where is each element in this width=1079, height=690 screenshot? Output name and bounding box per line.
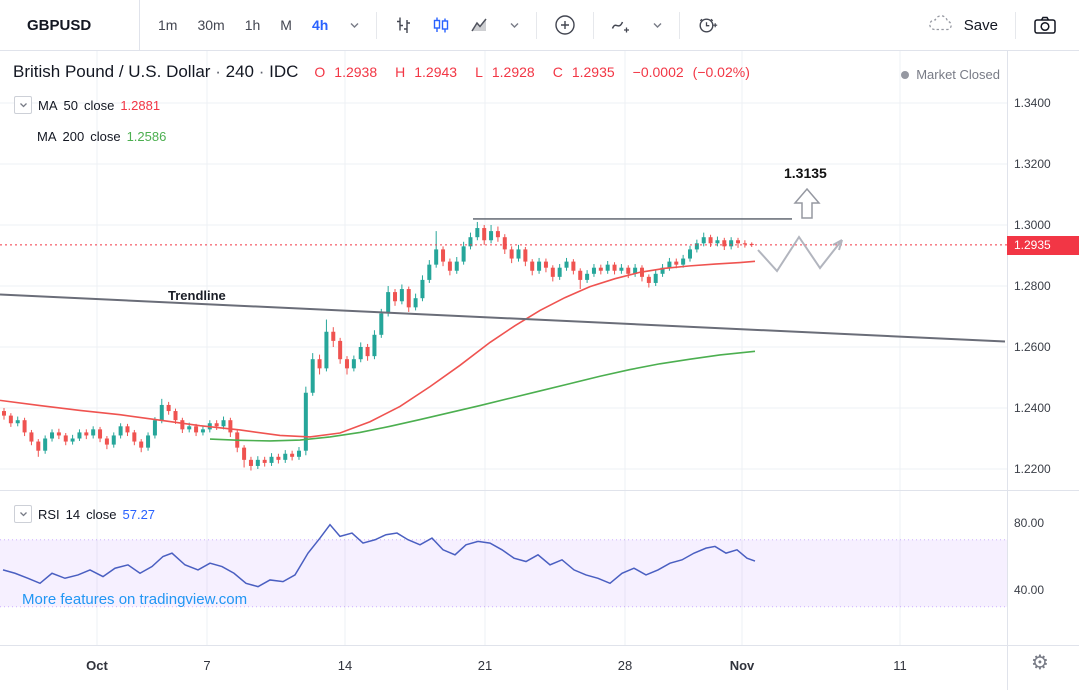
snapshot-camera-icon[interactable] (1023, 0, 1067, 50)
tradingview-watermark-link[interactable]: More features on tradingview.com (22, 591, 248, 608)
toolbar-separator (593, 11, 595, 39)
tab-timeframe-1h[interactable]: 1h (244, 17, 261, 33)
main-chart-canvas[interactable] (0, 51, 1007, 490)
price-axis-label: 1.3200 (1014, 157, 1051, 171)
change-percent: (−0.02%) (692, 64, 750, 80)
line-tool-chevron-icon[interactable] (643, 0, 672, 50)
symbol-button[interactable]: GBPUSD (0, 0, 140, 50)
ma200-value: 1.2586 (126, 129, 167, 144)
rsi-chart-canvas[interactable] (0, 490, 1007, 645)
bars-style-icon[interactable] (384, 0, 422, 50)
time-axis-label: Nov (729, 658, 755, 673)
price-axis-label: 1.2400 (1014, 401, 1051, 415)
price-target-annotation: 1.3135 (784, 165, 827, 181)
ohlc-values: O 1.2938 H 1.2943 L 1.2928 C 1.2935 −0.0002 … (314, 64, 750, 80)
indicator-row-rsi[interactable]: RSI 14 close 57.27 (14, 505, 161, 523)
tab-timeframe-1m[interactable]: 1m (158, 17, 178, 33)
save-button-label: Save (963, 16, 998, 34)
timeframe-group: 1m 30m 1h M 4h (148, 0, 369, 50)
tab-timeframe-M[interactable]: M (280, 17, 292, 33)
indicator-tools-group (601, 0, 672, 50)
change-value: −0.0002 (632, 64, 684, 80)
price-axis-label: 1.2600 (1014, 340, 1051, 354)
price-axis-label: 1.2200 (1014, 462, 1051, 476)
indicator-collapse-chevron-icon[interactable] (14, 96, 32, 114)
alert-clock-icon[interactable] (687, 0, 729, 50)
time-axis-label: 21 (477, 658, 493, 673)
price-axis[interactable]: 1.2935 1.3400 1.3200 1.3000 1.2800 1.2600 1.2… (1007, 51, 1079, 490)
time-axis-label: 28 (617, 658, 633, 673)
tab-timeframe-4h[interactable]: 4h (311, 17, 329, 33)
chart-style-group (384, 0, 529, 50)
time-axis-label: 7 (203, 658, 211, 673)
pane-separator (0, 645, 1079, 646)
pane-separator[interactable] (0, 490, 1079, 491)
cloud-save-icon (926, 12, 956, 39)
rsi-value: 57.27 (122, 506, 156, 522)
indicator-row-ma200[interactable]: MA 200 close 1.2586 (37, 129, 167, 144)
compare-add-symbol-icon[interactable] (544, 0, 586, 50)
rsi-axis-label: 80.00 (1014, 516, 1045, 530)
price-axis-label: 1.3000 (1014, 218, 1051, 232)
save-button[interactable]: Save (916, 0, 1008, 50)
tab-timeframe-30m[interactable]: 30m (197, 17, 225, 33)
toolbar-separator (536, 11, 538, 39)
trendline-annotation-label: Trendline (168, 288, 226, 303)
line-drawing-tool-icon[interactable] (601, 0, 641, 50)
timeframe-dropdown-chevron-icon[interactable] (340, 0, 369, 50)
current-price-tag: 1.2935 (1007, 235, 1079, 255)
time-axis[interactable]: Oct 7 14 21 28 Nov 11 (0, 645, 1007, 690)
toolbar-separator (1015, 11, 1016, 39)
candles-style-icon[interactable] (422, 0, 460, 50)
time-axis-label: 11 (893, 658, 907, 673)
price-axis-label: 1.3400 (1014, 96, 1051, 110)
ma50-value: 1.2881 (120, 97, 161, 113)
top-toolbar: GBPUSD 1m 30m 1h M 4h (0, 0, 1079, 51)
toolbar-separator (679, 11, 681, 39)
chart-legend: British Pound / U.S. Dollar · 240 · IDC … (13, 62, 759, 82)
time-axis-label: 14 (337, 658, 353, 673)
toolbar-right-group: Save (916, 0, 1079, 50)
indicator-row-ma50[interactable]: MA 50 close 1.2881 (14, 96, 166, 114)
rsi-axis[interactable]: 80.00 40.00 (1007, 490, 1079, 645)
symbol-label: GBPUSD (27, 16, 92, 34)
time-axis-label: Oct (86, 658, 108, 673)
toolbar-separator (376, 11, 378, 39)
indicator-collapse-chevron-icon[interactable] (14, 505, 32, 523)
rsi-axis-label: 40.00 (1014, 583, 1045, 597)
market-status-dot-icon (901, 70, 910, 79)
market-status-badge: Market Closed (901, 67, 1000, 82)
chart-style-chevron-icon[interactable] (500, 0, 529, 50)
price-axis-label: 1.2800 (1014, 279, 1051, 293)
area-style-icon[interactable] (460, 0, 498, 50)
chart-title: British Pound / U.S. Dollar · 240 · IDC (13, 62, 299, 81)
axis-border (1007, 51, 1008, 690)
settings-gear-icon[interactable]: ⚙ (1031, 652, 1049, 674)
